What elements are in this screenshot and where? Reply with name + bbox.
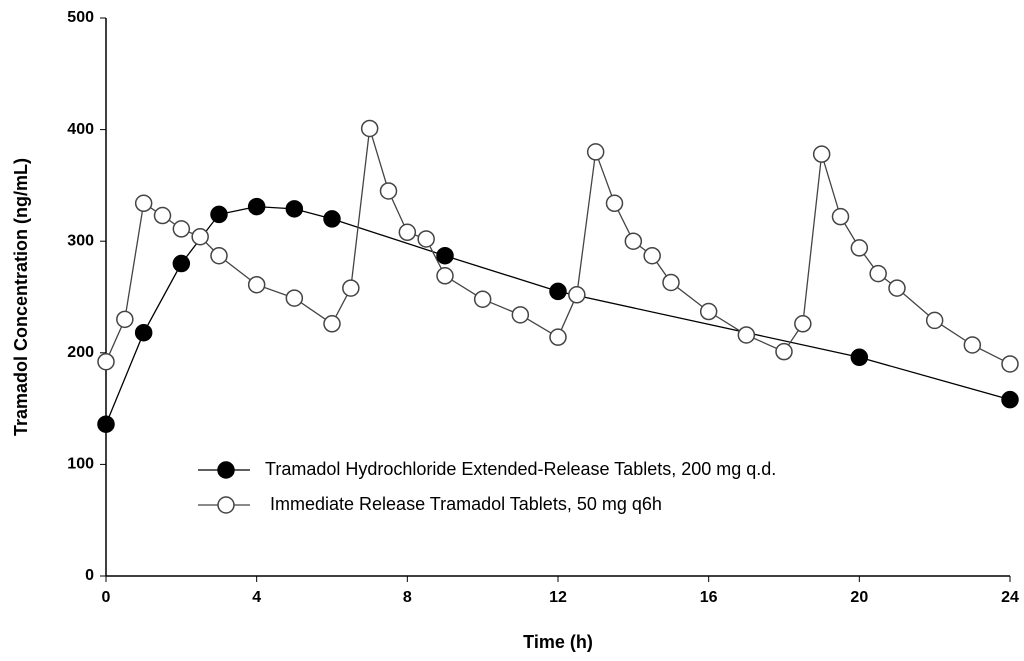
data-point	[191, 227, 209, 246]
data-point	[699, 302, 718, 321]
y-tick-label: 500	[67, 9, 94, 26]
data-point	[775, 342, 793, 361]
data-point	[850, 239, 869, 257]
x-tick-label: 0	[102, 589, 111, 606]
x-tick-label: 24	[1001, 589, 1019, 606]
data-point	[153, 206, 172, 225]
legend-label: Immediate Release Tramadol Tablets, 50 m…	[270, 494, 662, 514]
data-point	[549, 282, 567, 301]
x-tick-label: 8	[403, 589, 412, 606]
x-tick-label: 16	[700, 589, 718, 606]
data-point	[247, 275, 266, 294]
data-point	[210, 246, 228, 265]
data-point	[925, 311, 944, 330]
data-point	[643, 246, 661, 265]
data-point	[511, 306, 530, 324]
data-point	[436, 246, 454, 265]
data-point	[97, 415, 115, 433]
data-point	[342, 279, 360, 297]
data-point	[549, 328, 567, 346]
x-tick-label: 12	[549, 589, 567, 606]
data-point	[624, 232, 643, 250]
data-point	[360, 119, 379, 138]
data-point	[97, 352, 115, 371]
data-point	[172, 220, 191, 238]
data-point	[398, 223, 417, 242]
data-point	[850, 348, 869, 367]
data-point	[888, 279, 906, 297]
data-point	[586, 143, 605, 161]
data-point	[869, 264, 887, 283]
legend-marker	[217, 496, 235, 514]
data-point	[737, 326, 756, 344]
data-point	[436, 267, 454, 285]
data-point	[794, 315, 812, 333]
x-tick-label: 4	[252, 589, 261, 606]
data-point	[1001, 355, 1019, 373]
data-point	[134, 194, 153, 213]
data-point	[662, 273, 680, 292]
data-point	[605, 194, 624, 213]
y-tick-label: 100	[67, 456, 94, 473]
data-point	[247, 197, 266, 216]
legend-marker	[217, 461, 235, 479]
data-point	[210, 205, 228, 224]
data-point	[134, 323, 153, 342]
data-point	[285, 200, 304, 218]
data-point	[323, 315, 341, 333]
y-axis-title: Tramadol Concentration (ng/mL)	[11, 158, 31, 436]
data-point	[1001, 390, 1019, 409]
data-point	[285, 289, 304, 307]
legend-label: Tramadol Hydrochloride Extended-Release …	[265, 459, 776, 479]
data-point	[417, 230, 435, 248]
y-tick-label: 200	[67, 344, 94, 361]
data-point	[831, 207, 850, 226]
data-point	[812, 145, 831, 163]
x-tick-label: 20	[850, 589, 868, 606]
data-point	[172, 254, 191, 273]
data-point	[963, 336, 982, 354]
data-point	[473, 290, 492, 308]
y-tick-label: 400	[67, 121, 94, 138]
x-axis-title: Time (h)	[523, 632, 593, 652]
data-point	[568, 286, 586, 304]
y-tick-label: 0	[85, 567, 94, 584]
series-line	[105, 205, 1011, 425]
data-point	[323, 210, 341, 228]
y-tick-label: 300	[67, 232, 94, 249]
data-point	[379, 182, 398, 200]
data-point	[116, 310, 134, 329]
